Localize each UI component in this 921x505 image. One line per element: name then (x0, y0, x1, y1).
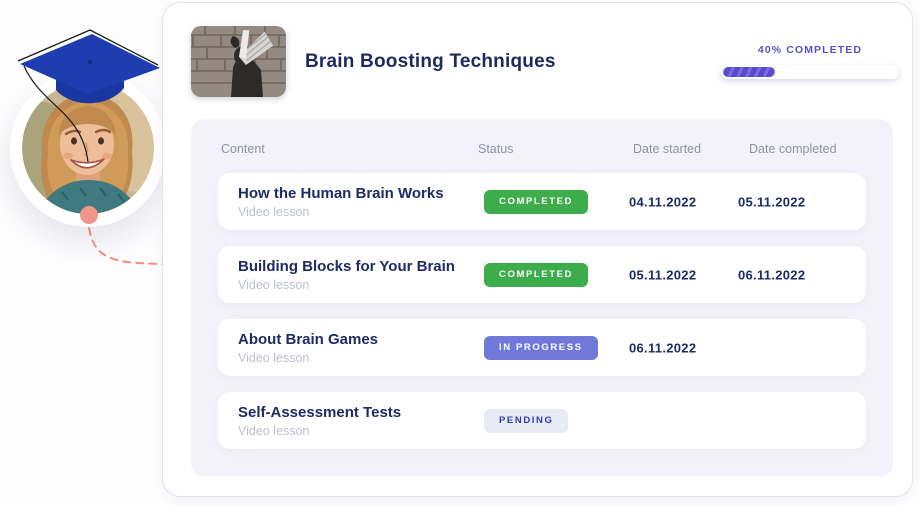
connector-dot (80, 206, 98, 224)
status-badge: IN PROGRESS (484, 335, 598, 360)
progress-label: 40% COMPLETED (757, 44, 863, 56)
lesson-subtitle: Video lesson (238, 204, 310, 219)
date-started: 04.11.2022 (629, 194, 697, 209)
lesson-info: How the Human Brain Works Video lesson (238, 185, 444, 219)
column-header-date-completed: Date completed (749, 142, 837, 156)
progress-bar (721, 65, 899, 79)
course-card: Brain Boosting Techniques 40% COMPLETED … (162, 2, 913, 497)
lesson-row-4[interactable]: Self-Assessment Tests Video lesson PENDI… (218, 392, 866, 449)
lesson-title: How the Human Brain Works (238, 184, 444, 202)
lesson-title: Self-Assessment Tests (238, 403, 402, 421)
date-started: 06.11.2022 (629, 340, 697, 355)
lesson-row-3[interactable]: About Brain Games Video lesson IN PROGRE… (218, 319, 866, 376)
table-header: Content Status Date started Date complet… (191, 119, 893, 173)
lesson-row-2[interactable]: Building Blocks for Your Brain Video les… (218, 246, 866, 303)
course-thumbnail (191, 26, 286, 97)
lesson-info: About Brain Games Video lesson (238, 331, 378, 365)
lessons-panel: Content Status Date started Date complet… (191, 119, 893, 477)
column-header-status: Status (478, 142, 514, 156)
lesson-subtitle: Video lesson (238, 423, 310, 438)
status-badge: COMPLETED (484, 262, 589, 287)
lesson-subtitle: Video lesson (238, 350, 310, 365)
avatar (10, 71, 166, 227)
lesson-row-1[interactable]: How the Human Brain Works Video lesson C… (218, 173, 866, 230)
lesson-title: About Brain Games (238, 330, 379, 348)
column-header-date-started: Date started (633, 142, 702, 156)
date-completed: 05.11.2022 (738, 194, 806, 209)
lesson-info: Self-Assessment Tests Video lesson (238, 404, 401, 438)
person-with-open-book-icon (191, 26, 286, 97)
lesson-list: How the Human Brain Works Video lesson C… (191, 173, 893, 449)
status-badge: COMPLETED (484, 189, 589, 214)
status-badge: PENDING (484, 408, 569, 433)
date-completed: 06.11.2022 (738, 267, 806, 282)
female-student-portrait-icon (22, 82, 154, 214)
lesson-info: Building Blocks for Your Brain Video les… (238, 258, 455, 292)
course-title: Brain Boosting Techniques (305, 51, 556, 72)
lesson-title: Building Blocks for Your Brain (238, 257, 455, 275)
lesson-subtitle: Video lesson (238, 277, 310, 292)
column-header-content: Content (221, 142, 265, 156)
date-started: 05.11.2022 (629, 267, 697, 282)
avatar-photo (22, 82, 154, 214)
progress-bar-fill (723, 67, 775, 77)
